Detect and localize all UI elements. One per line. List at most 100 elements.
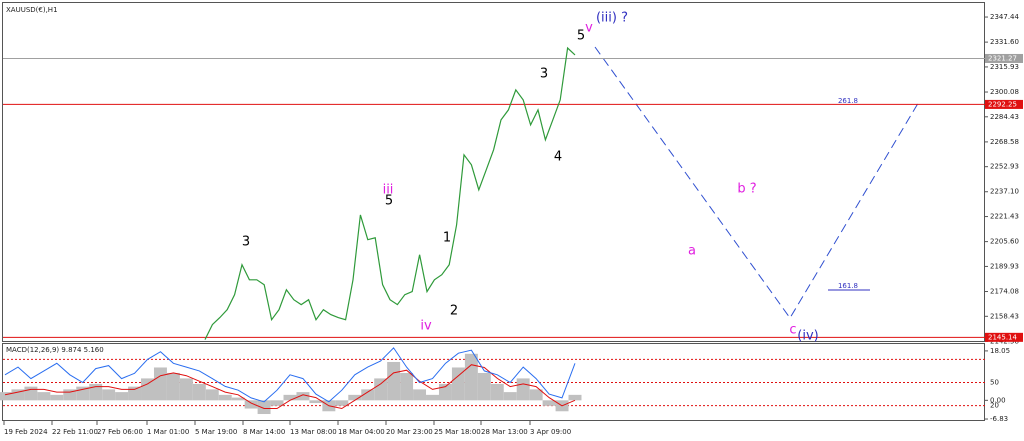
x-tick-label: 5 Mar 19:00 bbox=[195, 428, 237, 436]
wave-label: 261.8 bbox=[838, 97, 858, 105]
histogram-bar bbox=[128, 386, 142, 401]
histogram-bar bbox=[0, 392, 12, 401]
y-tick-label: 2158.43 bbox=[990, 312, 1019, 320]
level-tag bbox=[985, 53, 1023, 63]
y-tick-label: 2331.60 bbox=[990, 38, 1019, 46]
level-tag bbox=[985, 332, 1023, 342]
histogram-bar bbox=[63, 389, 77, 401]
histogram-bar bbox=[141, 378, 154, 401]
histogram-bar bbox=[374, 378, 388, 401]
y-tick-label: 0.00 bbox=[990, 396, 1006, 404]
wave-label: c bbox=[789, 323, 796, 338]
histogram-bar bbox=[37, 392, 51, 401]
signal-line bbox=[4, 364, 576, 410]
histogram-bar bbox=[464, 353, 478, 401]
macd-title: MACD(12,26,9) 9.874 5.160 bbox=[6, 346, 104, 354]
histogram-bar bbox=[335, 400, 349, 406]
x-tick-label: 27 Feb 06:00 bbox=[97, 428, 143, 436]
histogram-bar bbox=[296, 392, 310, 401]
histogram-bar bbox=[387, 361, 401, 401]
price-panel bbox=[2, 2, 985, 342]
x-tick-label: 1 Mar 01:00 bbox=[147, 428, 189, 436]
histogram-bar bbox=[231, 397, 245, 401]
y-tick-label: 2174.08 bbox=[990, 288, 1019, 296]
wave-label: (iv) bbox=[797, 329, 818, 344]
histogram-bar bbox=[102, 389, 116, 401]
wave-label: 5 bbox=[385, 194, 393, 209]
histogram-bar bbox=[283, 394, 297, 401]
y-tick-label: 2189.93 bbox=[990, 262, 1019, 270]
wave-label: 161.8 bbox=[838, 282, 858, 290]
histogram-bar bbox=[24, 386, 38, 401]
histogram-bar bbox=[426, 394, 439, 401]
histogram-bar bbox=[516, 378, 530, 401]
histogram-bar bbox=[50, 394, 64, 401]
y-tick-label: 2205.60 bbox=[990, 238, 1019, 246]
y-tick-label: -6.83 bbox=[990, 415, 1008, 423]
histogram-bar bbox=[490, 383, 504, 401]
wave-label: 2 bbox=[450, 304, 458, 319]
x-tick-label: 3 Apr 09:00 bbox=[530, 428, 571, 436]
y2-tick-label: 50 bbox=[990, 379, 999, 387]
wave-label: 3 bbox=[242, 235, 250, 250]
histogram-bar bbox=[309, 400, 323, 404]
histogram-bar bbox=[503, 392, 517, 401]
y-tick-label: 2252.93 bbox=[990, 163, 1019, 171]
level-tag bbox=[985, 99, 1023, 109]
y-tick-label: 2221.43 bbox=[990, 213, 1019, 221]
x-tick-label: 13 Mar 08:00 bbox=[290, 428, 337, 436]
wave-label: iii bbox=[383, 183, 394, 198]
histogram-bar bbox=[400, 372, 414, 401]
wave-label: b ? bbox=[737, 182, 756, 197]
chart-title: XAUUSD(€),H1 bbox=[6, 6, 58, 14]
y-tick-label: 2300.08 bbox=[990, 88, 1019, 96]
y-tick-label: 2284.43 bbox=[990, 113, 1019, 121]
histogram-bar bbox=[115, 392, 129, 401]
histogram-bar bbox=[166, 372, 180, 401]
histogram-bar bbox=[568, 394, 582, 401]
wave-label: 3 bbox=[540, 67, 548, 82]
wave-label: 5 bbox=[577, 29, 585, 44]
y-tick-label: 2268.58 bbox=[990, 138, 1019, 146]
histogram-bar bbox=[89, 383, 103, 401]
histogram-bar bbox=[244, 400, 258, 409]
histogram-bar bbox=[218, 394, 232, 401]
x-tick-label: 25 Mar 18:00 bbox=[434, 428, 481, 436]
histogram-bar bbox=[542, 400, 556, 406]
level-label: 2321.27 bbox=[988, 54, 1017, 62]
wave-label: (iii) ? bbox=[596, 11, 628, 26]
histogram-bar bbox=[477, 372, 491, 401]
y-tick-label: 18.05 bbox=[990, 347, 1010, 355]
oscillator-line bbox=[4, 347, 576, 403]
x-tick-label: 28 Mar 13:00 bbox=[481, 428, 528, 436]
histogram-bar bbox=[11, 389, 25, 401]
y-tick-label: 2237.10 bbox=[990, 188, 1019, 196]
y-tick-label: 2315.93 bbox=[990, 63, 1019, 71]
histogram-bar bbox=[451, 367, 465, 401]
wave-label: 4 bbox=[554, 150, 562, 165]
histogram-bar bbox=[413, 389, 427, 401]
wave-label: 1 bbox=[443, 231, 451, 246]
x-tick-label: 19 Feb 2024 bbox=[4, 428, 48, 436]
x-tick-label: 22 Feb 11:00 bbox=[52, 428, 98, 436]
wave-label: a bbox=[688, 244, 696, 259]
histogram-bar bbox=[270, 400, 284, 406]
histogram-bar bbox=[257, 400, 271, 415]
histogram-bar bbox=[153, 367, 167, 401]
price-line bbox=[204, 46, 576, 340]
histogram-bar bbox=[348, 394, 362, 401]
histogram-bar bbox=[438, 383, 452, 401]
level-label: 2145.14 bbox=[988, 333, 1017, 341]
level-label: 2292.25 bbox=[988, 100, 1017, 108]
x-tick-label: 20 Mar 23:00 bbox=[386, 428, 433, 436]
wave-label: v bbox=[585, 21, 593, 36]
histogram-bar bbox=[361, 389, 375, 401]
wave-label: iv bbox=[420, 319, 432, 334]
x-tick-label: 18 Mar 04:00 bbox=[338, 428, 385, 436]
histogram-bar bbox=[192, 383, 206, 401]
histogram-bar bbox=[179, 378, 193, 401]
histogram-bar bbox=[205, 389, 219, 401]
histogram-bar bbox=[529, 389, 543, 401]
